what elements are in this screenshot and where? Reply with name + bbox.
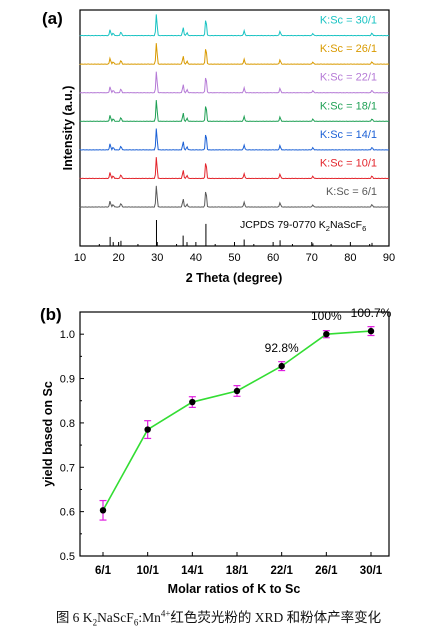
xrd-x-tick-label: 60	[267, 252, 279, 264]
yield-y-tick-label: 0.8	[60, 418, 75, 430]
yield-annotation: 92.8%	[265, 341, 299, 355]
yield-series	[99, 326, 375, 521]
figure: (a) JCPDS 79-0770 K2NaScF6 K:Sc = 30/1K:…	[40, 9, 395, 596]
caption-sub-6: 6	[133, 617, 139, 628]
caption-sub-2: 2	[92, 617, 98, 628]
yield-y-tick-label: 0.5	[60, 551, 75, 563]
yield-y-axis-title: yield based on Sc	[41, 381, 55, 487]
yield-annotations: 92.8% 100% 100.7%	[265, 306, 392, 355]
data-point	[99, 507, 107, 514]
yield-x-tick-label: 22/1	[270, 565, 293, 577]
data-point	[189, 398, 196, 406]
xrd-trace	[79, 128, 390, 151]
yield-x-tick-label: 26/1	[315, 565, 338, 577]
yield-x-tick-label: 6/1	[95, 565, 112, 577]
reference-pattern: JCPDS 79-0770 K2NaScF6	[109, 219, 373, 246]
data-point	[323, 330, 330, 338]
yield-y-tick-label: 0.9	[60, 374, 75, 386]
panel-a-label: (a)	[42, 9, 63, 28]
reference-label: JCPDS 79-0770 K2NaScF6	[240, 219, 366, 233]
xrd-trace	[79, 14, 390, 37]
xrd-trace	[79, 43, 390, 65]
xrd-series-label: K:Sc = 14/1	[320, 129, 377, 141]
yield-y-tick-label: 1.0	[60, 329, 75, 341]
xrd-x-axis: 10 20 30 40 50 60 70 80 90	[74, 242, 395, 264]
yield-panel: (b) 0.5 0.6 0.7 0.8 0.9 1.0 6/1 10/1 14/1 18/1 22…	[40, 305, 392, 596]
yield-x-tick-label: 18/1	[226, 565, 249, 577]
xrd-x-axis-title: 2 Theta (degree)	[186, 271, 283, 285]
data-point	[144, 426, 151, 433]
xrd-x-tick-label: 10	[74, 252, 86, 264]
xrd-trace	[79, 71, 390, 94]
yield-x-tick-label: 10/1	[136, 565, 159, 577]
xrd-series-label: K:Sc = 30/1	[320, 15, 377, 27]
yield-annotation: 100.7%	[351, 306, 392, 320]
yield-plot-frame	[79, 311, 390, 557]
yield-line	[102, 330, 372, 511]
xrd-x-tick-label: 70	[306, 252, 318, 264]
yield-x-axis-title: Molar ratios of K to Sc	[168, 582, 301, 596]
caption-prefix: 图 6 K	[55, 610, 93, 625]
caption-sup: 4+	[160, 608, 171, 619]
xrd-trace	[79, 157, 390, 180]
yield-y-tick-label: 0.7	[60, 462, 75, 474]
xrd-series-label: K:Sc = 22/1	[320, 72, 377, 84]
xrd-series-label: K:Sc = 6/1	[326, 186, 377, 198]
xrd-y-axis-title: Intensity (a.u.)	[61, 86, 75, 171]
yield-y-axis: 0.5 0.6 0.7 0.8 0.9 1.0	[60, 329, 84, 563]
caption-formula-tail: NaScF	[97, 610, 134, 625]
xrd-series-labels: K:Sc = 30/1 K:Sc = 26/1 K:Sc = 22/1 K:Sc = …	[320, 15, 377, 198]
data-point	[367, 327, 375, 335]
yield-annotation: 100%	[311, 309, 342, 323]
xrd-trace	[79, 185, 390, 208]
xrd-panel: (a) JCPDS 79-0770 K2NaScF6 K:Sc = 30/1K:…	[42, 9, 395, 285]
data-point	[233, 387, 241, 395]
xrd-series-label: K:Sc = 10/1	[320, 157, 377, 169]
yield-y-tick-label: 0.6	[60, 507, 75, 519]
figure-caption: 图 6 K2NaScF6:Mn4+红色荧光粉的 XRD 和粉体产率变化	[0, 606, 437, 628]
xrd-x-tick-label: 80	[344, 252, 356, 264]
xrd-traces	[79, 14, 390, 208]
xrd-series-label: K:Sc = 18/1	[320, 100, 377, 112]
xrd-x-tick-label: 20	[113, 252, 125, 264]
yield-x-tick-label: 14/1	[181, 565, 204, 577]
xrd-x-tick-label: 90	[383, 252, 395, 264]
caption-host-tail: :Mn	[138, 610, 161, 625]
xrd-x-tick-label: 40	[190, 252, 202, 264]
caption-suffix: 红色荧光粉的 XRD 和粉体产率变化	[170, 610, 382, 625]
data-point	[278, 362, 285, 370]
yield-x-tick-label: 30/1	[360, 565, 383, 577]
panel-b-label: (b)	[40, 305, 62, 324]
xrd-series-label: K:Sc = 26/1	[320, 43, 377, 55]
xrd-trace	[79, 100, 390, 123]
yield-x-axis: 6/1 10/1 14/1 18/1 22/1 26/1 30/1	[95, 552, 383, 577]
xrd-x-tick-label: 30	[151, 252, 163, 264]
xrd-x-tick-label: 50	[228, 252, 240, 264]
